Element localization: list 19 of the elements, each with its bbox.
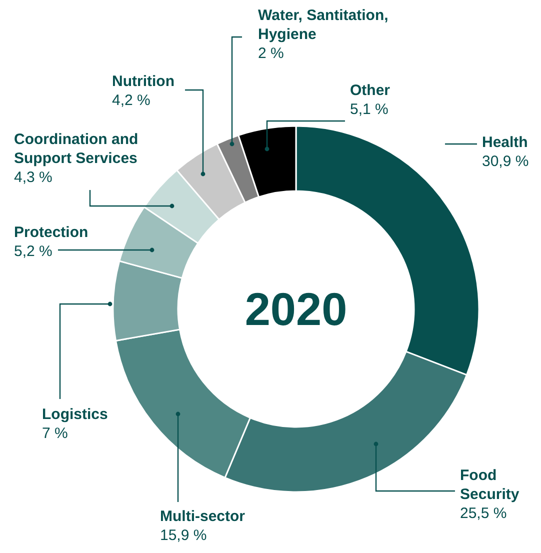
data-label: 7 % bbox=[42, 425, 68, 442]
data-label: 5,2 % bbox=[14, 243, 52, 260]
text: 2020 bbox=[244, 283, 348, 336]
slice-label: Nutrition bbox=[112, 73, 174, 90]
data-label: 15,9 % bbox=[160, 527, 207, 544]
data-label: 30,9 % bbox=[482, 153, 529, 170]
data-label: 5,1 % bbox=[350, 101, 388, 118]
legend-label: Health bbox=[482, 134, 528, 151]
data-label: 4,2 % bbox=[112, 92, 150, 109]
slice-label: Logistics bbox=[42, 406, 108, 423]
slice-label: Coordination and Support Services bbox=[14, 131, 138, 167]
data-label: 4,3 % bbox=[14, 169, 52, 186]
slice-label: Water, Santitation, Hygiene bbox=[258, 7, 388, 43]
slice-label: Multi-sector bbox=[160, 508, 246, 525]
slice-label: Protection bbox=[14, 224, 88, 241]
slice-label: Food Security bbox=[460, 467, 520, 503]
data-label: 25,5 % bbox=[460, 505, 507, 522]
slice-label: Other bbox=[350, 82, 390, 99]
data-label: 2 % bbox=[258, 45, 284, 62]
